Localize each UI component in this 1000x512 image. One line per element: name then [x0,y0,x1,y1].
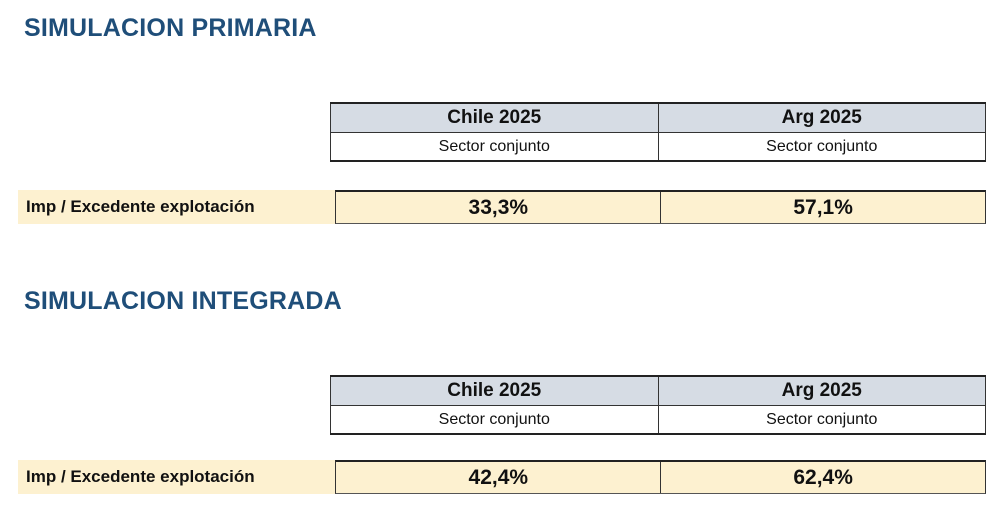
row-label: Imp / Excedente explotación [26,197,255,216]
value-arg: 57,1% [660,192,985,223]
column-subheader-chile: Sector conjunto [330,132,659,162]
column-header-arg: Arg 2025 [657,375,986,406]
section-title-integrada: SIMULACION INTEGRADA [24,287,342,315]
header-table-integrada: Chile 2025 Arg 2025 Sector conjunto Sect… [330,375,986,435]
column-header-arg: Arg 2025 [657,102,986,133]
value-chile: 33,3% [468,195,529,219]
value-row-integrada: Imp / Excedente explotación 42,4% 62,4% [18,460,986,494]
value-row-primaria: Imp / Excedente explotación 33,3% 57,1% [18,190,986,224]
value-chile: 42,4% [468,465,529,489]
value-cells: 33,3% 57,1% [335,190,986,224]
value-arg: 62,4% [660,462,985,493]
value-cells: 42,4% 62,4% [335,460,986,494]
header-table-primaria: Chile 2025 Arg 2025 Sector conjunto Sect… [330,102,986,162]
column-header-chile: Chile 2025 [330,102,659,133]
column-subheader-arg: Sector conjunto [657,132,986,162]
column-header-chile: Chile 2025 [330,375,659,406]
column-subheader-arg: Sector conjunto [657,405,986,435]
column-subheader-chile: Sector conjunto [330,405,659,435]
row-label: Imp / Excedente explotación [26,467,255,486]
section-title-primaria: SIMULACION PRIMARIA [24,14,317,42]
